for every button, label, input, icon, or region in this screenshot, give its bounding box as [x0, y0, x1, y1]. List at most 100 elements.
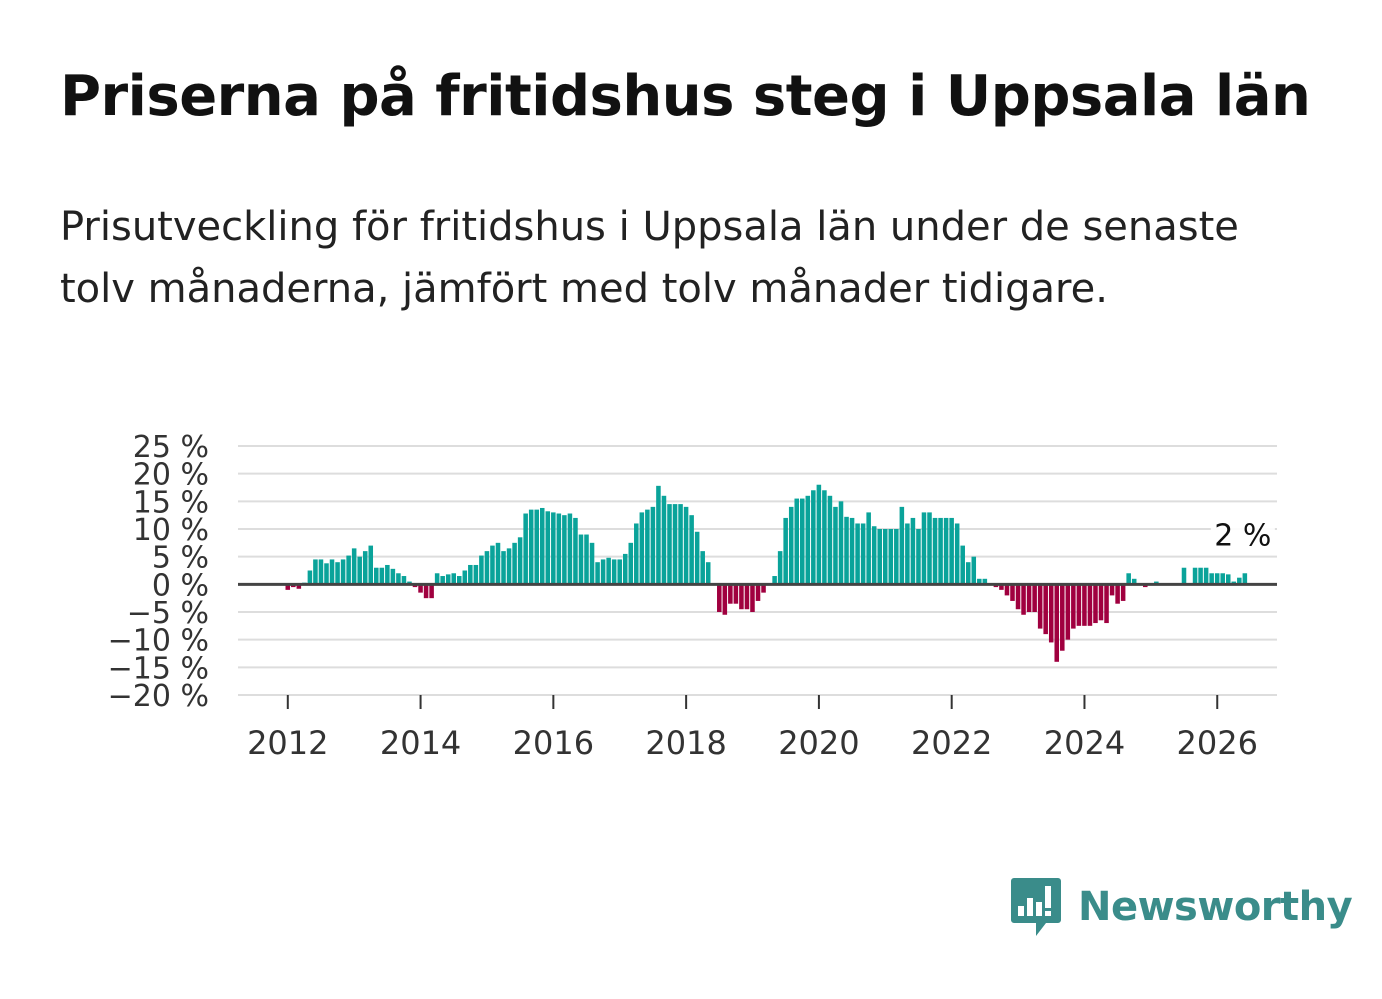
bar — [1093, 584, 1098, 624]
bar — [434, 573, 440, 585]
bar — [318, 559, 324, 585]
bar — [534, 509, 539, 585]
bar — [1004, 584, 1010, 596]
bar — [882, 529, 888, 585]
bar — [1098, 584, 1104, 621]
bar — [296, 584, 302, 589]
bar — [750, 584, 755, 612]
bar — [700, 551, 705, 585]
bar — [1192, 567, 1198, 585]
bar — [954, 523, 960, 585]
bar — [600, 559, 606, 585]
chart-subtitle: Prisutveckling för fritidshus i Uppsala … — [60, 204, 1239, 312]
bar — [783, 517, 788, 585]
bar — [567, 513, 573, 585]
bar — [606, 557, 611, 585]
bar — [949, 517, 954, 585]
bar — [351, 548, 357, 585]
bar — [551, 512, 556, 585]
bar — [1109, 584, 1115, 596]
bar — [362, 551, 368, 585]
bar — [772, 576, 777, 585]
bar — [1220, 573, 1225, 585]
bar — [307, 570, 313, 585]
bar — [523, 513, 528, 585]
y-tick-label: 0 % — [152, 568, 209, 603]
y-tick-label: −15 % — [108, 651, 209, 686]
bar — [733, 584, 739, 604]
bar — [457, 576, 462, 585]
bar — [617, 559, 622, 585]
bar — [811, 490, 816, 585]
bar — [357, 556, 362, 585]
y-axis-labels: 25 %20 %15 %10 %5 %0 %−5 %−10 %−15 %−20 … — [108, 430, 209, 714]
bar — [877, 529, 882, 585]
y-tick-label: 20 % — [133, 458, 209, 493]
bar — [285, 584, 291, 590]
x-axis-labels: 2012 2014 2016 2018 2020 2022 2024 2026 — [247, 695, 1258, 762]
bar — [661, 495, 667, 585]
bar — [833, 506, 838, 585]
bar — [589, 542, 595, 585]
bar — [1054, 584, 1060, 662]
bar — [1082, 584, 1087, 626]
bar — [1214, 573, 1220, 585]
bar — [1225, 574, 1231, 585]
bar — [844, 516, 849, 585]
bar — [578, 534, 584, 585]
bar — [1043, 584, 1048, 635]
bar — [916, 529, 921, 585]
bar — [910, 517, 916, 585]
bar — [722, 584, 728, 615]
bar — [512, 542, 517, 585]
bar — [379, 567, 385, 585]
bar — [827, 495, 833, 585]
bar — [401, 576, 407, 585]
bar — [584, 534, 589, 585]
bar-series — [285, 484, 1248, 662]
y-tick-label: −5 % — [127, 596, 209, 631]
bar — [517, 537, 523, 585]
x-tick-label: 2022 — [911, 724, 992, 762]
bar — [1120, 584, 1126, 601]
bar — [385, 564, 390, 585]
bar — [938, 517, 943, 585]
bar — [755, 584, 761, 601]
y-tick-label: 25 % — [133, 430, 209, 465]
bar — [965, 562, 971, 585]
bar — [728, 584, 733, 604]
bar — [860, 523, 866, 585]
bar — [346, 555, 351, 585]
bar — [1104, 584, 1109, 624]
bar — [888, 529, 894, 585]
y-tick-label: −10 % — [108, 624, 209, 659]
bar — [1026, 584, 1032, 612]
bar — [484, 551, 490, 585]
bar — [650, 506, 656, 585]
bar — [506, 548, 512, 585]
bar — [313, 559, 318, 585]
y-tick-label: 10 % — [133, 513, 209, 548]
bar — [1209, 573, 1214, 585]
bar — [999, 584, 1004, 590]
bar — [462, 570, 468, 585]
bar — [1065, 584, 1071, 640]
bar — [694, 531, 700, 585]
bar — [943, 517, 949, 585]
x-tick-label: 2026 — [1177, 724, 1258, 762]
bar — [788, 506, 794, 585]
bar — [528, 509, 534, 585]
bar — [689, 515, 694, 585]
bar — [971, 556, 977, 585]
bar — [1087, 584, 1093, 626]
bar — [440, 576, 445, 585]
bar — [960, 545, 965, 585]
bar — [622, 553, 628, 585]
bar — [1198, 567, 1203, 585]
bar — [855, 523, 860, 585]
bar — [921, 512, 927, 585]
bar — [1115, 584, 1120, 604]
bar — [451, 573, 457, 585]
bar — [683, 506, 689, 585]
bar — [871, 526, 877, 585]
